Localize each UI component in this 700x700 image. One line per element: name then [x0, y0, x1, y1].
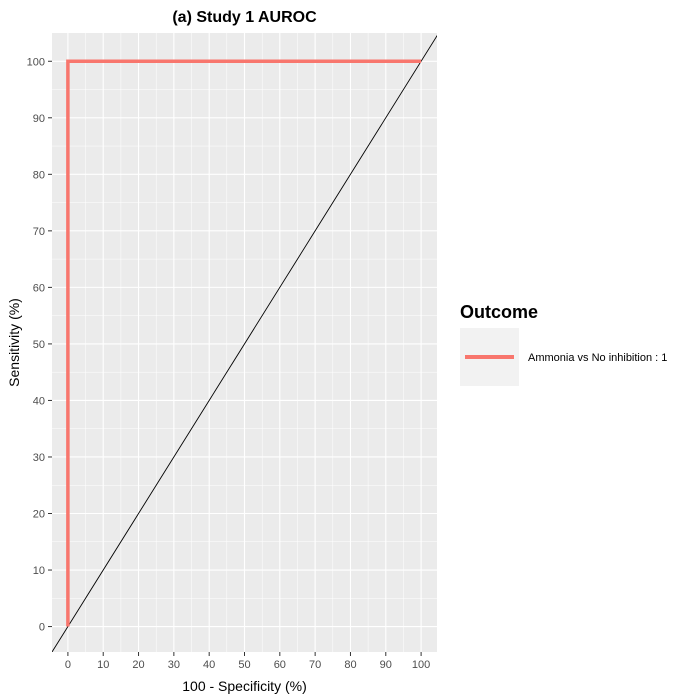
x-tick-label: 60	[274, 659, 286, 671]
x-axis-title: 100 - Specificity (%)	[182, 678, 306, 694]
y-tick-label: 70	[33, 226, 45, 238]
x-tick-label: 30	[168, 659, 180, 671]
x-tick-label: 50	[238, 659, 250, 671]
y-tick-label: 50	[33, 339, 45, 351]
x-tick-label: 40	[203, 659, 215, 671]
legend: Outcome Ammonia vs No inhibition : 1	[460, 302, 667, 386]
data-layer	[52, 34, 437, 652]
roc-curve-line	[66, 59, 422, 627]
y-tick-label: 80	[33, 169, 45, 181]
grid-lines	[52, 33, 437, 652]
y-axis-title: Sensitivity (%)	[6, 298, 22, 387]
y-tick-label: 90	[33, 113, 45, 125]
y-tick-label: 10	[33, 565, 45, 577]
x-tick-label: 80	[344, 659, 356, 671]
y-tick-label: 30	[33, 452, 45, 464]
chart-title: (a) Study 1 AUROC	[172, 9, 317, 26]
y-tick-label: 40	[33, 395, 45, 407]
x-tick-label: 10	[97, 659, 109, 671]
x-tick-label: 100	[412, 659, 430, 671]
legend-entry-label: Ammonia vs No inhibition : 1	[528, 352, 667, 364]
x-tick-label: 90	[380, 659, 392, 671]
y-tick-label: 0	[39, 622, 45, 634]
legend-title: Outcome	[460, 302, 538, 322]
y-tick-label: 100	[27, 56, 45, 68]
x-tick-label: 20	[132, 659, 144, 671]
x-tick-label: 0	[65, 659, 71, 671]
x-tick-label: 70	[309, 659, 321, 671]
y-tick-label: 60	[33, 282, 45, 294]
y-tick-label: 20	[33, 509, 45, 521]
axes: 0 10 20 30 40 50 60 70 80 90 100 0 10 20 30 40 50 60 70 80 9…	[27, 56, 431, 671]
reference-diagonal-line	[52, 34, 437, 652]
